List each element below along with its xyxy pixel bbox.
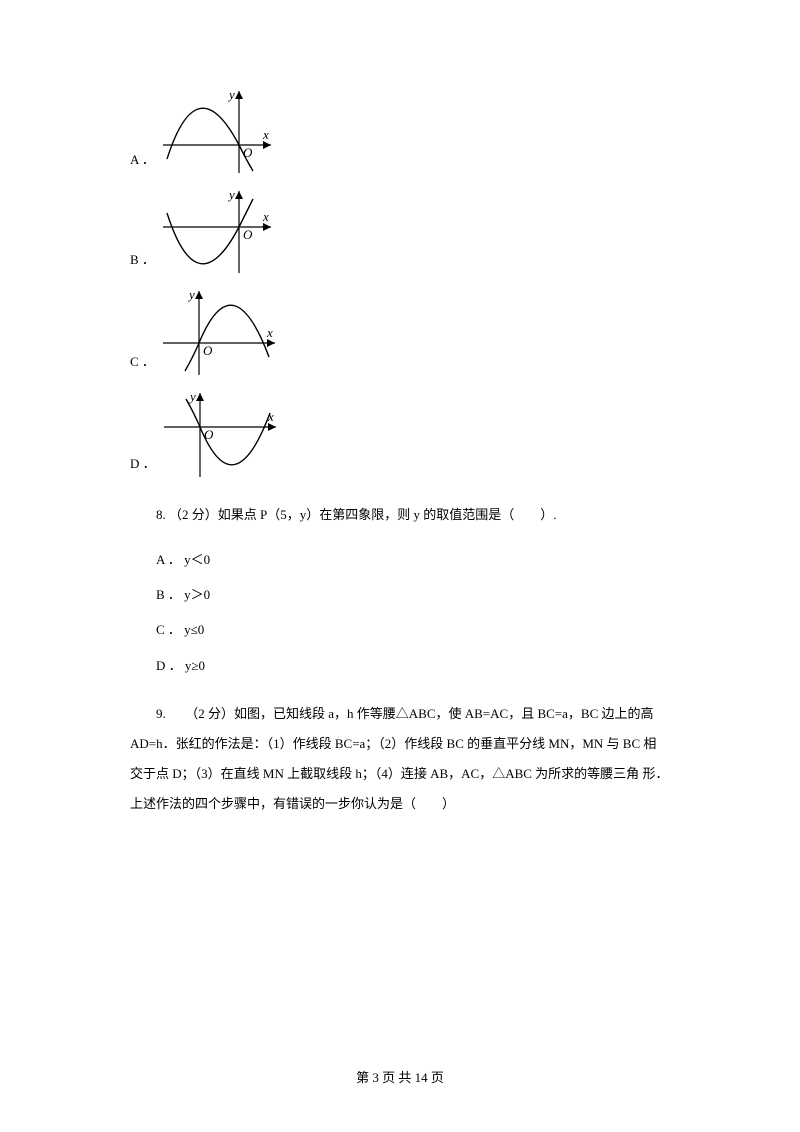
q9-line2: AD=h．张红的作法是：（1）作线段 BC=a；（2）作线段 BC 的垂直平分线… (130, 736, 656, 751)
option-a-label: A ． (130, 148, 159, 177)
q8-choice-c: C ． y≤0 (156, 618, 670, 641)
q9-line1: 9. （2 分）如图，已知线段 a，h 作等腰△ABC，使 AB=AC，且 BC… (130, 699, 670, 729)
graph-c: y x O (159, 285, 281, 379)
q8-choice-d: D ． y≥0 (156, 654, 670, 677)
svg-text:y: y (187, 287, 195, 302)
svg-text:O: O (204, 427, 214, 442)
svg-text:x: x (267, 409, 274, 424)
option-d-row: D ． y x O (130, 387, 670, 481)
graph-d: y x O (160, 387, 282, 481)
svg-text:y: y (188, 389, 196, 404)
q9-text: 9. （2 分）如图，已知线段 a，h 作等腰△ABC，使 AB=AC，且 BC… (130, 699, 670, 819)
page-content: A ． y x O B ． y x (0, 0, 800, 859)
option-b-label: B ． (130, 248, 159, 277)
option-c-label: C ． (130, 350, 159, 379)
option-c-row: C ． y x O (130, 285, 670, 379)
page-footer: 第 3 页 共 14 页 (0, 1067, 800, 1086)
q8-choice-a: A ． y＜0 (156, 548, 670, 571)
svg-text:O: O (203, 343, 213, 358)
svg-text:x: x (262, 127, 269, 142)
option-d-label: D ． (130, 452, 160, 481)
svg-text:O: O (243, 227, 253, 242)
q8-text: 8. （2 分）如果点 P（5，y）在第四象限，则 y 的取值范围是（ ）. (130, 501, 670, 530)
option-b-row: B ． y x O (130, 185, 670, 277)
svg-text:x: x (266, 325, 273, 340)
q9-line3: 交于点 D；（3）在直线 MN 上截取线段 h；（4）连接 AB，AC，△ABC… (130, 766, 639, 781)
svg-text:O: O (243, 145, 253, 160)
graph-a: y x O (159, 85, 277, 177)
svg-text:y: y (227, 87, 235, 102)
svg-text:y: y (227, 187, 235, 202)
q8-choice-b: B ． y＞0 (156, 583, 670, 606)
graph-b: y x O (159, 185, 277, 277)
svg-text:x: x (262, 209, 269, 224)
option-a-row: A ． y x O (130, 85, 670, 177)
